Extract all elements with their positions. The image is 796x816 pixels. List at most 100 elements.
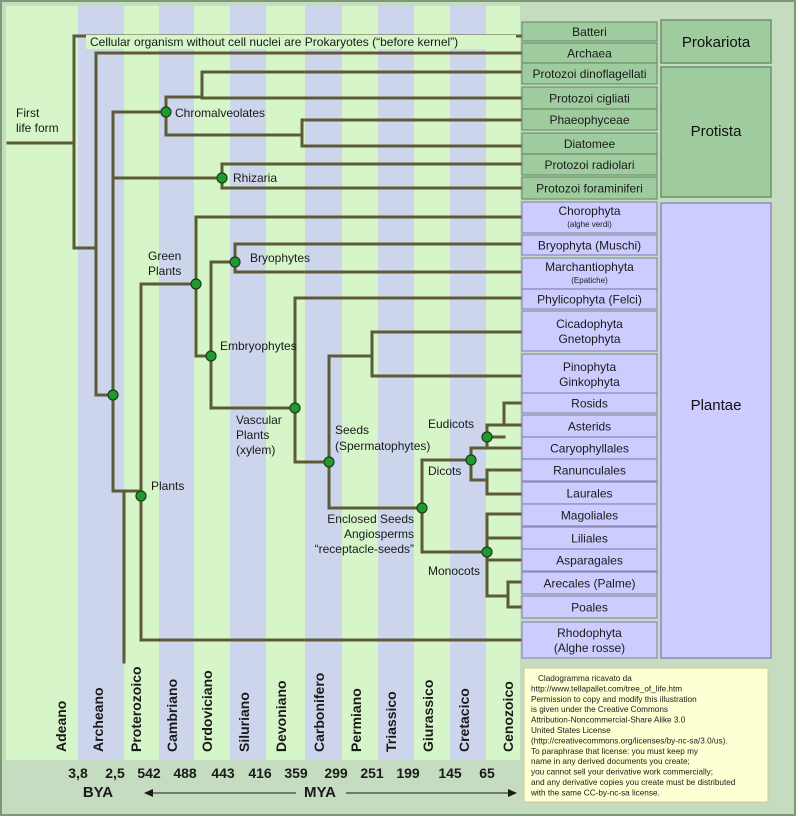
label-green-plants-2: Plants xyxy=(148,264,181,278)
leaf-box xyxy=(521,595,658,619)
kingdom-prokariota: Prokariota xyxy=(682,34,751,51)
era-band xyxy=(6,6,78,760)
label-rhizaria: Rhizaria xyxy=(233,171,277,185)
kingdom-box-prokariota xyxy=(660,19,772,64)
label-mya: MYA xyxy=(304,784,336,801)
prokaryote-note-bg xyxy=(86,35,516,49)
leaf-label-line2: Ginkophyta xyxy=(559,375,620,389)
label-embryophytes: Embryophytes xyxy=(220,339,297,353)
leaf-label: Asparagales xyxy=(556,554,623,568)
leaf-label: Asterids xyxy=(568,420,611,434)
leaf-box xyxy=(521,234,658,256)
leaf-label: Marchantiophyta xyxy=(545,260,634,274)
node-bryophytes xyxy=(229,256,241,268)
leaf-label-line2: (Alghe rosse) xyxy=(554,641,625,655)
age-label: 542 xyxy=(137,765,161,781)
era-label: Carbonifero xyxy=(311,673,327,752)
kingdom-box-protista xyxy=(660,66,772,198)
label-enclosed-1: Enclosed Seeds xyxy=(327,512,414,526)
era-label: Siluriano xyxy=(236,692,252,752)
leaf-box xyxy=(521,176,658,200)
leaf-label: Diatomee xyxy=(564,137,616,151)
age-label: 3,8 xyxy=(68,765,88,781)
kingdom-plantae: Plantae xyxy=(691,397,742,414)
license-line: http://www.tellapallet.com/tree_of_life.… xyxy=(531,684,682,693)
leaf-label: Rosids xyxy=(571,397,608,411)
era-band xyxy=(414,6,450,760)
era-band xyxy=(342,6,378,760)
label-eudicots: Eudicots xyxy=(428,417,474,431)
label-enclosed-3: “receptacle-seeds” xyxy=(315,542,414,556)
label-vascular-1: Vascular xyxy=(236,413,282,427)
leaf-label: Poales xyxy=(571,601,608,615)
node-green-plants xyxy=(190,278,202,290)
label-chromalveolates: Chromalveolates xyxy=(175,106,265,120)
label-vascular-2: Plants xyxy=(236,428,269,442)
kingdom-protista: Protista xyxy=(691,123,743,140)
era-band xyxy=(378,6,414,760)
leaf-box xyxy=(521,62,658,85)
label-seeds-1: Seeds xyxy=(335,423,369,437)
leaf-box xyxy=(521,392,658,414)
license-box xyxy=(523,667,769,803)
license-line: Attribution-Noncommercial-Share Alike 3.… xyxy=(531,716,686,725)
leaf-label: Caryophyllales xyxy=(550,442,629,456)
leaf-label-line2: Gnetophyta xyxy=(558,332,620,346)
kingdom-boxes: Prokariota Protista Plantae xyxy=(660,19,772,659)
leaf-label: Protozoi radiolari xyxy=(544,158,634,172)
era-label: Ordoviciano xyxy=(199,670,215,752)
leaf-box xyxy=(521,621,658,659)
label-bryophytes: Bryophytes xyxy=(250,251,310,265)
tree-nodes xyxy=(107,106,493,558)
era-label: Cambriano xyxy=(164,679,180,752)
age-label: 416 xyxy=(248,765,272,781)
node-monocots xyxy=(481,546,493,558)
era-label: Archeano xyxy=(90,687,106,752)
leaf-label: Bryophyta (Muschi) xyxy=(538,239,641,253)
label-monocots: Monocots xyxy=(428,564,480,578)
license-line: United States License xyxy=(531,726,611,735)
arrow-left-icon xyxy=(144,789,153,797)
license-line: and any derivative copies you create mus… xyxy=(531,778,736,787)
label-seeds-2: (Spermatophytes) xyxy=(335,439,430,453)
leaf-label: Cicadophyta xyxy=(556,317,623,331)
leaf-box xyxy=(521,288,658,310)
label-green-plants-1: Green xyxy=(148,249,181,263)
era-band xyxy=(305,6,342,760)
license-line: (http://creativecommons.org/licenses/by-… xyxy=(531,736,728,745)
age-label: 65 xyxy=(479,765,495,781)
node-eukaryotes xyxy=(107,389,119,401)
era-band xyxy=(450,6,486,760)
leaf-label: Protozoi dinoflagellati xyxy=(532,67,646,81)
leaf-label: Rhodophyta xyxy=(557,626,622,640)
leaf-sublabel: (alghe verdi) xyxy=(567,220,612,229)
leaf-label: Chorophyta xyxy=(558,204,620,218)
kingdom-box-plantae xyxy=(660,202,772,659)
leaf-box xyxy=(521,153,658,176)
leaf-box xyxy=(521,548,658,572)
age-label: 443 xyxy=(211,765,235,781)
leaf-label: Phaeophyceae xyxy=(549,113,629,127)
era-band xyxy=(266,6,305,760)
leaf-box xyxy=(521,21,658,42)
label-enclosed-2: Angiosperms xyxy=(344,527,414,541)
era-label: Permiano xyxy=(348,688,364,752)
era-labels: Adeano Archeano Proterozoico Cambriano Ordov… xyxy=(53,666,516,752)
label-first-life-1: First xyxy=(16,106,40,120)
age-labels: 3,8 2,5 542 488 443 416 359 299 251 199 145 65 xyxy=(68,765,495,781)
leaf-box xyxy=(521,108,658,131)
leaf-box xyxy=(521,458,658,482)
license-line: Cladogramma ricavato da xyxy=(538,674,632,683)
age-label: 251 xyxy=(360,765,384,781)
node-chromalveolates xyxy=(160,106,172,118)
node-eudicots xyxy=(481,431,493,443)
era-label: Cenozoico xyxy=(500,681,516,752)
node-seeds xyxy=(323,456,335,468)
node-plants xyxy=(135,490,147,502)
leaf-label: Magoliales xyxy=(561,509,618,523)
label-prokaryote-note: Cellular organism without cell nuclei ar… xyxy=(90,35,458,49)
node-angiosperms xyxy=(416,502,428,514)
age-label: 488 xyxy=(173,765,197,781)
leaf-box xyxy=(521,503,658,527)
era-band xyxy=(78,6,124,760)
